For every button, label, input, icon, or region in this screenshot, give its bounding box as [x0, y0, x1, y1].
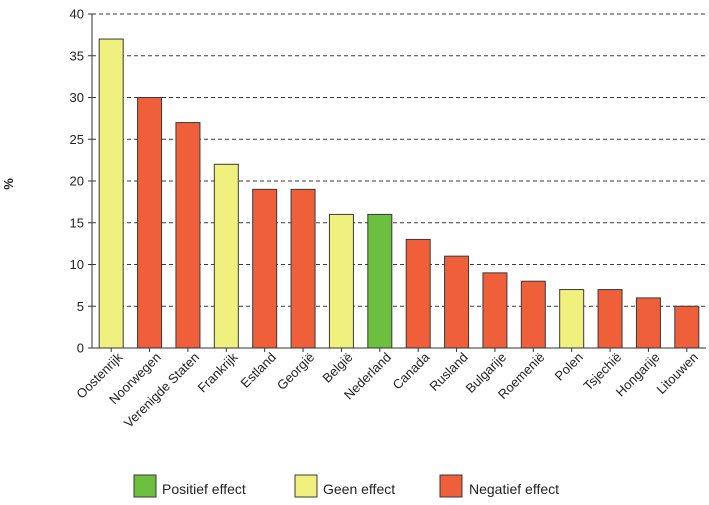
y-tick-label: 10	[70, 257, 84, 272]
y-tick-label: 5	[77, 299, 84, 314]
bar-rusland	[444, 255, 470, 349]
bar-frankrijk	[213, 163, 239, 349]
y-tick-label: 15	[70, 215, 84, 230]
bar-georgië	[290, 188, 316, 349]
bar-estland	[252, 188, 278, 349]
x-tick-label: Canada	[389, 349, 432, 392]
y-axis-label: %	[1, 178, 16, 190]
bar-hongarije	[635, 297, 661, 349]
y-tick-label: 25	[70, 132, 84, 147]
bar-canada	[405, 238, 431, 349]
bar-bulgarije	[482, 272, 508, 349]
legend-label-geen: Geen effect	[323, 481, 395, 497]
bar-belgië	[328, 213, 354, 349]
x-tick-label: Litouwen	[654, 350, 701, 397]
y-tick-label: 0	[77, 341, 84, 356]
bar-tsjechië	[597, 289, 623, 349]
legend-swatch-negatief	[439, 474, 463, 498]
x-tick-label: Frankrijk	[195, 349, 241, 395]
y-tick-label: 30	[70, 90, 84, 105]
y-tick-label: 35	[70, 48, 84, 63]
legend-label-negatief: Negatief effect	[469, 481, 559, 497]
x-tick-label: Polen	[552, 350, 586, 384]
legend-label-positief: Positief effect	[162, 481, 246, 497]
x-tick-label: Estland	[238, 350, 279, 391]
y-tick-label: 40	[70, 7, 84, 22]
x-tick-label: Georgië	[274, 350, 317, 393]
bar-polen	[559, 289, 585, 349]
bar-verenigde-staten	[175, 122, 201, 349]
y-tick-label: 20	[70, 174, 84, 189]
bar-oostenrijk	[98, 38, 124, 349]
legend-swatch-geen	[294, 474, 318, 498]
x-tick-label: België	[319, 350, 355, 386]
bar-nederland	[367, 213, 393, 349]
legend-swatch-positief	[133, 474, 157, 498]
bar-roemenië	[520, 280, 546, 349]
bar-litouwen	[674, 305, 700, 349]
bar-noorwegen	[137, 97, 163, 349]
